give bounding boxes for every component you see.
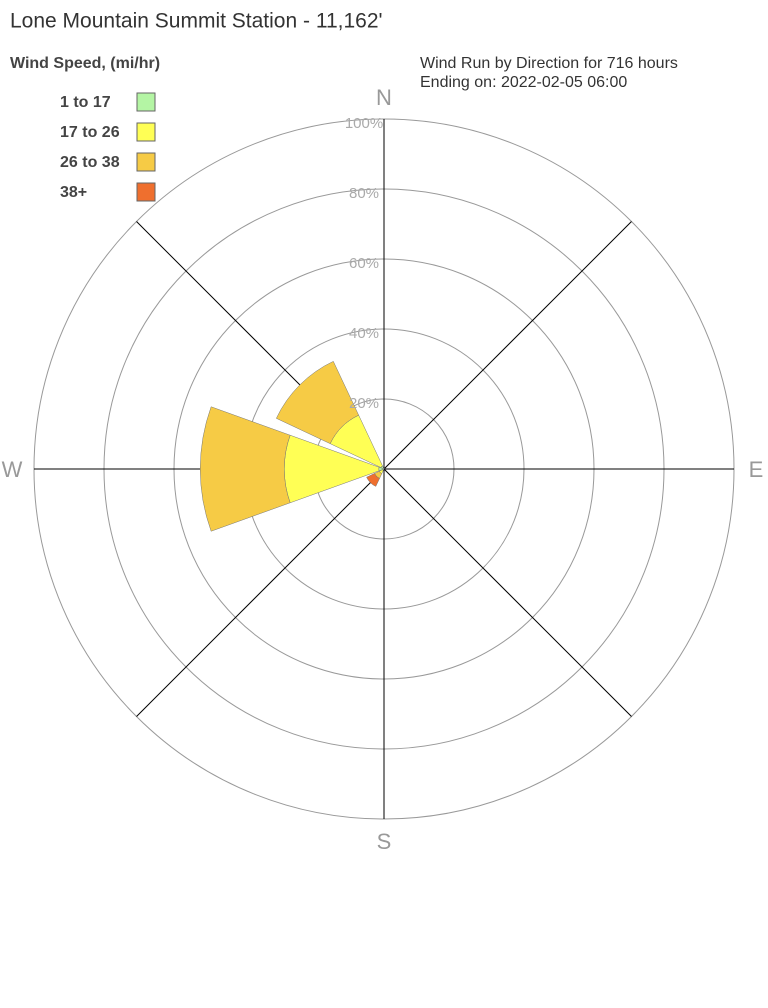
compass-label: S bbox=[377, 829, 392, 854]
legend-title: Wind Speed, (mi/hr) bbox=[10, 55, 160, 72]
r-tick-label: 60% bbox=[349, 255, 379, 272]
legend-swatch bbox=[136, 182, 156, 202]
compass-label: W bbox=[2, 457, 23, 482]
wedge bbox=[199, 406, 291, 532]
wedge bbox=[275, 360, 359, 444]
subtitle: Ending on: 2022-02-05 06:00 bbox=[420, 74, 627, 91]
r-tick-label: 80% bbox=[349, 185, 379, 202]
legend-swatch bbox=[136, 122, 156, 142]
legend-label: 17 to 26 bbox=[60, 124, 120, 141]
compass-label: E bbox=[749, 457, 764, 482]
subtitle: Wind Run by Direction for 716 hours bbox=[420, 55, 678, 72]
wedge bbox=[366, 473, 380, 487]
r-tick-label: 100% bbox=[345, 115, 383, 132]
compass-label: N bbox=[376, 85, 392, 110]
legend-swatch bbox=[136, 152, 156, 172]
legend-swatch bbox=[136, 92, 156, 112]
r-tick-label: 40% bbox=[349, 325, 379, 342]
r-tick-label: 20% bbox=[349, 395, 379, 412]
legend-label: 38+ bbox=[60, 184, 87, 201]
legend-label: 26 to 38 bbox=[60, 154, 120, 171]
legend-label: 1 to 17 bbox=[60, 94, 111, 111]
chart-title: Lone Mountain Summit Station - 11,162' bbox=[10, 10, 383, 33]
